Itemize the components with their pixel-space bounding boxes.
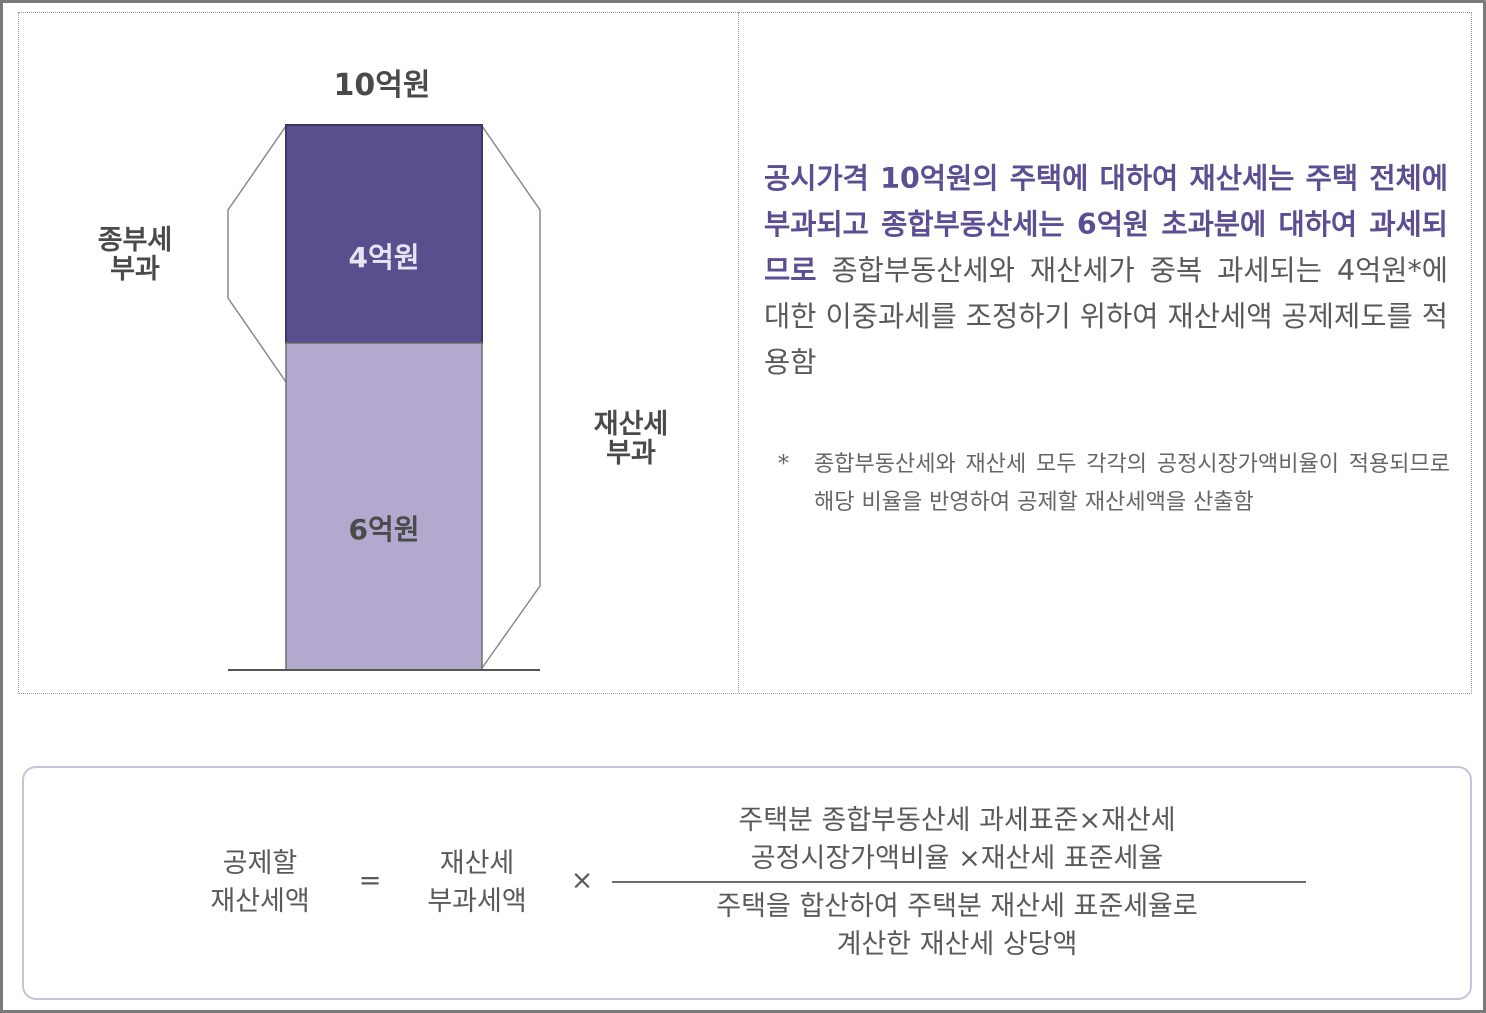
diagram-panel: [18, 12, 1472, 694]
formula-lhs: 공제할 재산세액: [170, 845, 350, 921]
lower-block-label: 6억원: [348, 513, 420, 546]
right-bracket: [481, 125, 541, 669]
panel-divider: [738, 12, 739, 692]
upper-block-4eok: [285, 124, 483, 344]
footnote-marker: *: [778, 452, 789, 477]
formula-equals: =: [358, 865, 382, 896]
upper-block-label: 4억원: [348, 241, 420, 274]
formula-numerator-line2: 공정시장가액비율 ×재산세 표준세율: [750, 843, 1164, 874]
footnote-text: 종합부동산세와 재산세 모두 각각의 공정시장가액비율이 적용되므로 해당 비율…: [814, 452, 1450, 515]
formula-panel: [22, 766, 1472, 1000]
formula-denominator: 주택을 합산하여 주택분 재산세 표준세율로 계산한 재산세 상당액: [612, 888, 1302, 964]
stacked-bar-diagram: [227, 124, 541, 671]
explanation-text: 공시가격 10억원의 주택에 대하여 재산세는 주택 전체에 부과되고 종합부동…: [764, 156, 1448, 386]
formula-denominator-line1: 주택을 합산하여 주택분 재산세 표준세율로: [716, 891, 1198, 922]
formula-numerator-line1: 주택분 종합부동산세 과세표준×재산세: [738, 805, 1176, 836]
formula-numerator: 주택분 종합부동산세 과세표준×재산세 공정시장가액비율 ×재산세 표준세율: [612, 802, 1302, 878]
right-bracket-label-line1: 재산세: [593, 409, 669, 440]
left-bracket-label-line2: 부과: [110, 254, 160, 285]
formula-factor-line1: 재산세: [439, 848, 515, 879]
left-bracket-label-line1: 종부세: [97, 225, 173, 256]
formula-factor: 재산세 부과세액: [392, 845, 562, 921]
fraction-bar: [612, 881, 1306, 883]
lower-block-6eok: [285, 342, 483, 671]
explanation-rest: 종합부동산세와 재산세가 중복 과세되는 4억원*에 대한 이중과세를 조정하기…: [764, 254, 1448, 379]
total-label: 10억원: [333, 68, 431, 103]
right-bracket-label-line2: 부과: [606, 438, 656, 469]
formula-denominator-line2: 계산한 재산세 상당액: [836, 929, 1078, 960]
formula-times: ×: [570, 865, 594, 896]
formula-factor-line2: 부과세액: [427, 886, 527, 917]
formula-lhs-line1: 공제할: [222, 848, 298, 879]
formula-lhs-line2: 재산세액: [210, 886, 310, 917]
footnote: * 종합부동산세와 재산세 모두 각각의 공정시장가액비율이 적용되므로 해당 …: [778, 446, 1450, 522]
right-bracket-label: 재산세 부과: [556, 410, 706, 468]
left-bracket-label: 종부세 부과: [60, 226, 210, 284]
left-bracket: [227, 125, 287, 383]
explanation-highlight: 공시가격 10억원의 주택에 대하여 재산세는 주택 전체에 부과되고 종합부동…: [764, 162, 1448, 287]
